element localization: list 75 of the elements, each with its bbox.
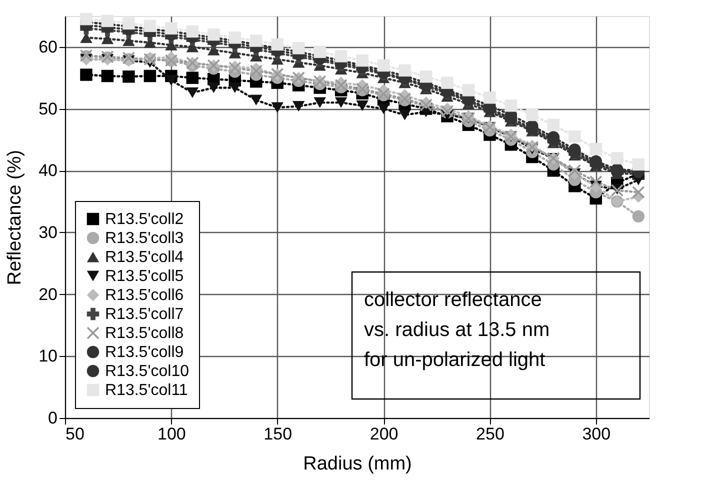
point (377, 59, 390, 72)
point (398, 110, 411, 120)
legend-label: R13.5'coll4 (105, 249, 184, 266)
point (356, 100, 368, 111)
point (334, 97, 348, 108)
legend-label: R13.5'col10 (105, 363, 190, 380)
x-tick-label: 100 (157, 424, 186, 444)
point (356, 54, 368, 67)
point (208, 82, 220, 94)
point (165, 22, 178, 34)
point (632, 158, 645, 171)
y-tick-label: 20 (38, 284, 58, 304)
point (462, 84, 475, 96)
point (292, 42, 305, 54)
point (101, 70, 114, 82)
point (208, 28, 220, 41)
point (334, 50, 348, 62)
point (441, 76, 454, 89)
x-tick-label: 300 (582, 424, 611, 444)
point (590, 142, 602, 156)
point (632, 186, 645, 198)
x-tick-label: 200 (370, 424, 398, 444)
point (314, 97, 326, 108)
point (250, 64, 262, 78)
point (590, 176, 602, 188)
point (144, 20, 156, 32)
point (377, 103, 390, 114)
legend-label: R13.5'coll8 (105, 325, 184, 342)
point (186, 25, 199, 38)
point (611, 184, 624, 197)
y-tick-label: 40 (38, 161, 58, 180)
legend-label: R13.5'coll5 (105, 268, 184, 285)
legend-label: R13.5'coll9 (105, 344, 184, 361)
point (292, 100, 305, 112)
point (398, 64, 411, 77)
y-tick-label: 0 (48, 408, 58, 428)
point (228, 82, 242, 94)
point (271, 102, 284, 113)
point (186, 72, 199, 84)
legend-label: R13.5'coll7 (105, 306, 184, 323)
point (271, 38, 284, 51)
point (186, 87, 199, 98)
point (144, 70, 156, 82)
point (122, 70, 135, 83)
x-axis-title: Radius (mm) (303, 454, 412, 474)
point (526, 108, 538, 122)
point (80, 12, 92, 26)
point (101, 14, 114, 28)
x-tick-label: 150 (264, 424, 292, 444)
legend-label: R13.5'coll6 (105, 287, 184, 304)
y-tick-label: 30 (38, 222, 58, 242)
legend-label: R13.5'coll3 (105, 230, 184, 247)
y-axis-title: Reflectance (%) (4, 150, 26, 286)
y-tick-label: 50 (38, 99, 58, 118)
point (568, 130, 581, 143)
point (504, 100, 518, 112)
point (165, 75, 178, 86)
point (122, 17, 135, 30)
point (250, 34, 262, 47)
point (314, 46, 326, 58)
point (484, 92, 496, 104)
point (568, 164, 581, 177)
legend-label: R13.5'coll2 (105, 211, 184, 228)
point (420, 70, 432, 83)
point (228, 32, 242, 44)
x-tick-label: 250 (476, 424, 504, 444)
point (547, 118, 560, 131)
x-tick-label: 50 (66, 424, 84, 444)
y-tick-label: 10 (38, 346, 58, 366)
point (250, 94, 262, 106)
point (611, 152, 624, 164)
point (80, 68, 92, 81)
point (632, 210, 645, 222)
legend-label: R13.5'col11 (105, 382, 188, 399)
y-tick-label: 60 (38, 37, 58, 56)
